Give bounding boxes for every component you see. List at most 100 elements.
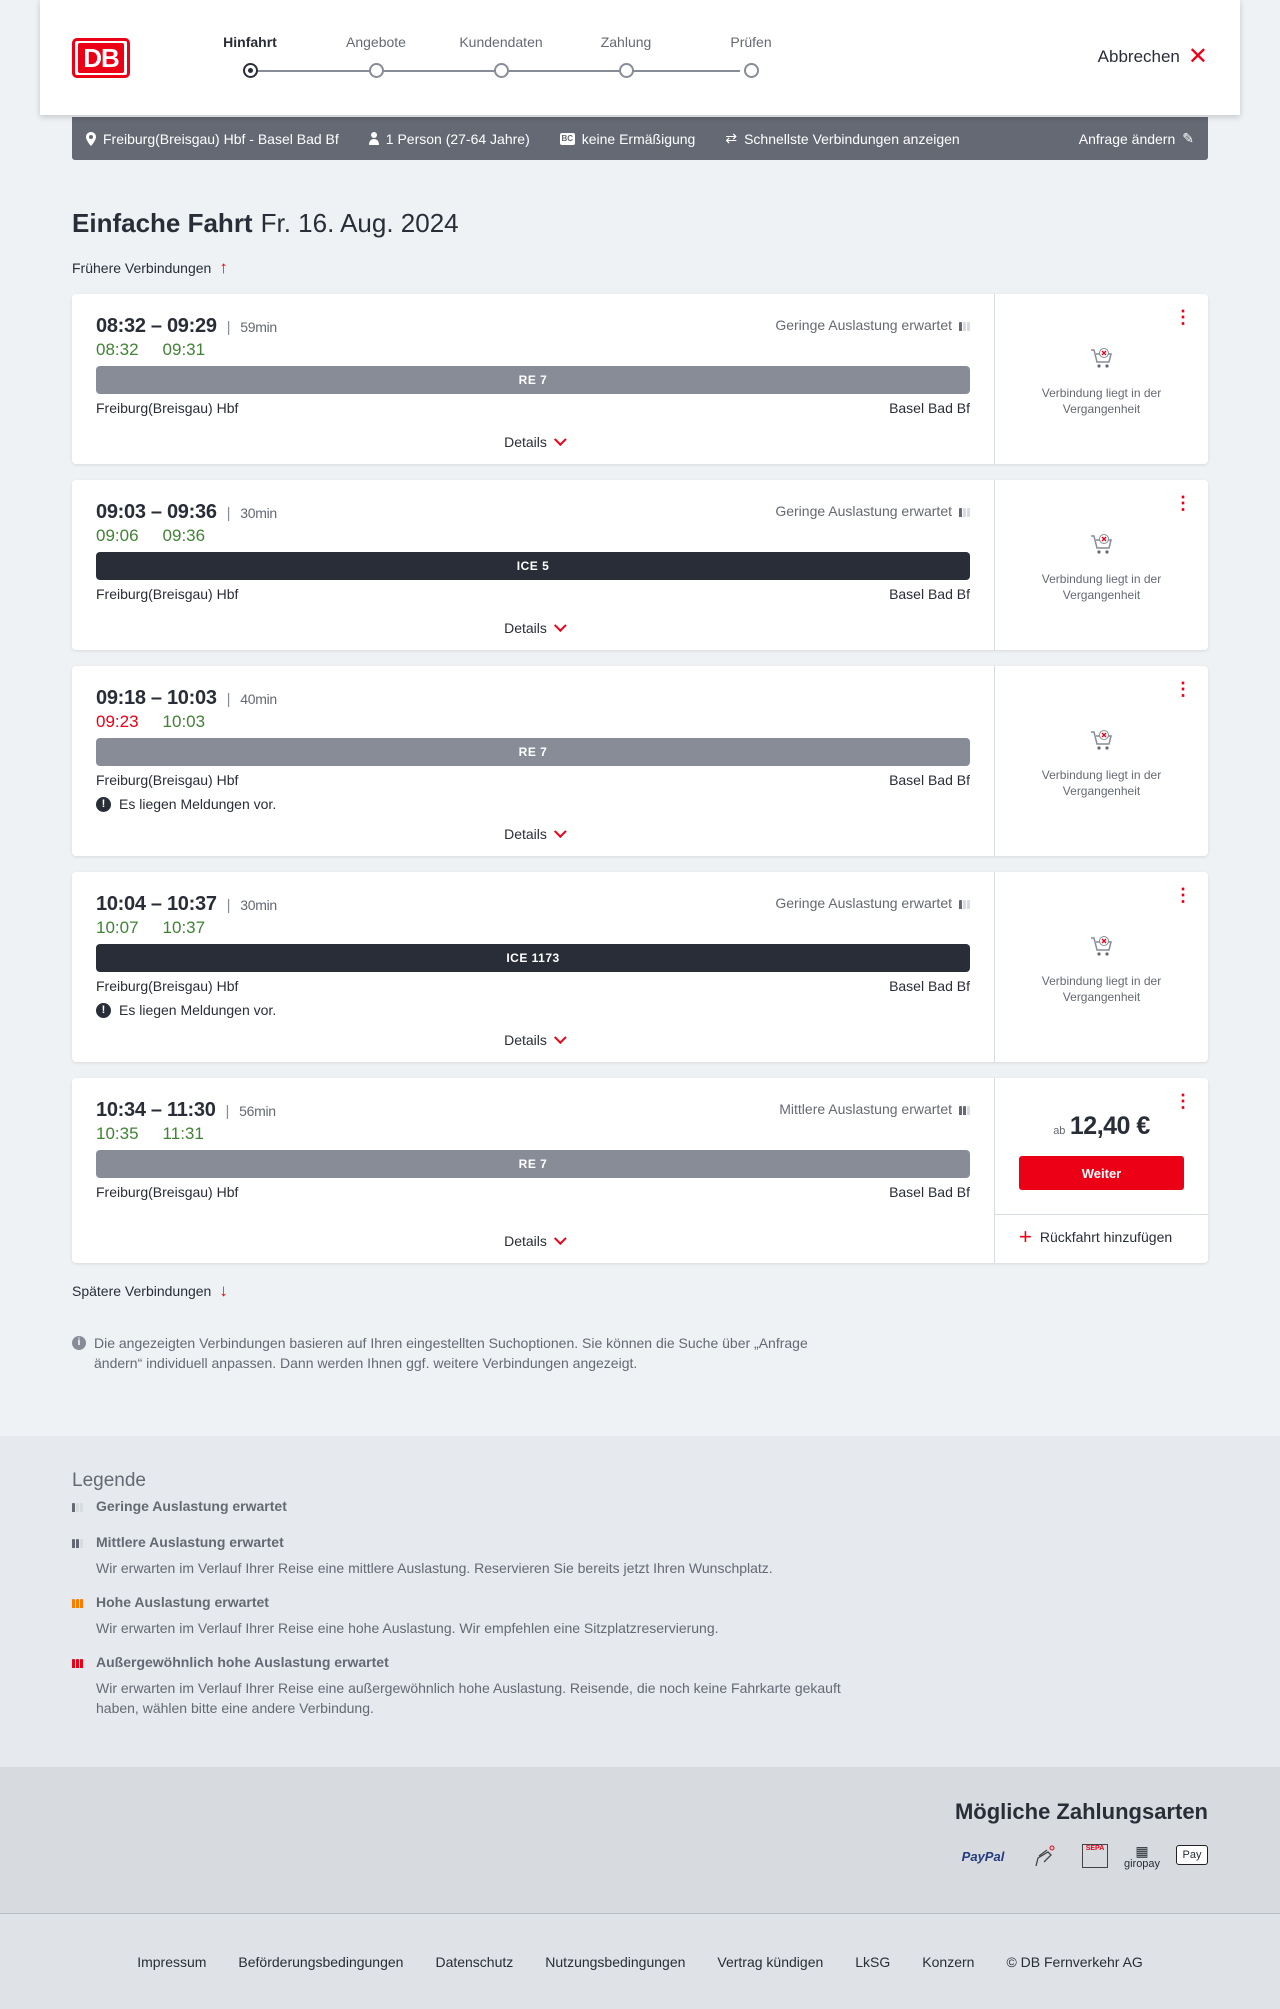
footer-link[interactable]: Impressum xyxy=(137,1953,207,1970)
departure-station: Freiburg(Breisgau) Hbf xyxy=(96,400,239,416)
past-connection-note: Verbindung liegt in der Vergangenheit xyxy=(1041,572,1162,602)
connection-card[interactable]: 10:34 – 11:30 | 56min 10:35 11:31 Mittlere Au… xyxy=(72,1078,1208,1263)
step-dot xyxy=(494,63,509,78)
step-dot xyxy=(744,63,759,78)
train-bar[interactable]: RE 7 xyxy=(96,366,970,394)
more-options-icon[interactable]: ⋮ xyxy=(1174,307,1192,327)
swap-arrows-icon: ⇄ xyxy=(725,130,738,146)
pencil-icon: ✎ xyxy=(1182,130,1194,146)
travel-date: Fr. 16. Aug. 2024 xyxy=(260,208,459,238)
plus-icon: + xyxy=(1019,1224,1032,1249)
cart-unavailable-icon xyxy=(1089,531,1115,557)
step-dot xyxy=(619,63,634,78)
offer-panel: ⋮ Verbindung liegt in der Vergangenheit xyxy=(994,872,1208,1062)
message-notice: ! Es liegen Meldungen vor. xyxy=(96,796,276,812)
arrow-down-icon: ↓ xyxy=(219,1281,228,1300)
planned-times: 08:32 – 09:29 | 59min xyxy=(96,315,277,337)
page-title: Einfache Fahrt Fr. 16. Aug. 2024 xyxy=(72,208,459,238)
chevron-down-icon xyxy=(553,1031,567,1045)
departure-station: Freiburg(Breisgau) Hbf xyxy=(96,978,239,994)
details-toggle[interactable]: Details xyxy=(72,825,994,842)
continue-button[interactable]: Weiter xyxy=(1019,1156,1184,1190)
details-toggle[interactable]: Details xyxy=(72,619,994,636)
footer-link[interactable]: Beförderungsbedingungen xyxy=(238,1953,404,1970)
duration: 30min xyxy=(240,897,277,913)
step-zahlung: Zahlung xyxy=(566,34,686,78)
payment-title: Mögliche Zahlungsarten xyxy=(954,1799,1208,1824)
realtime-times: 10:07 10:37 xyxy=(96,918,206,937)
earlier-connections-button[interactable]: Frühere Verbindungen ↑ xyxy=(72,258,228,277)
change-search-button[interactable]: Anfrage ändern ✎ xyxy=(1078,130,1194,147)
past-connection-note: Verbindung liegt in der Vergangenheit xyxy=(1041,974,1162,1004)
info-note: i Die angezeigten Verbindungen basieren a… xyxy=(72,1333,852,1373)
train-bar[interactable]: RE 7 xyxy=(96,738,970,766)
connection-info: 08:32 – 09:29 | 59min 08:32 09:31 Geringe Aus… xyxy=(72,294,994,464)
legend-item: Außergewöhnlich hohe Auslastung erwartet… xyxy=(72,1654,872,1718)
details-toggle[interactable]: Details xyxy=(72,1232,994,1249)
chevron-down-icon xyxy=(553,1232,567,1246)
cancel-button[interactable]: Abbrechen ✕ xyxy=(1097,43,1208,70)
past-connection-note: Verbindung liegt in der Vergangenheit xyxy=(1041,386,1162,416)
occupancy-icon xyxy=(72,1500,83,1512)
footer: Impressum Beförderungsbedingungen Datensch… xyxy=(0,1913,1280,2009)
more-options-icon[interactable]: ⋮ xyxy=(1174,679,1192,699)
connection-info: 10:04 – 10:37 | 30min 10:07 10:37 Geringe Aus… xyxy=(72,872,994,1062)
details-toggle[interactable]: Details xyxy=(72,1031,994,1048)
occupancy-icon xyxy=(72,1656,83,1668)
occupancy-info: Geringe Auslastung erwartet xyxy=(775,317,970,333)
train-bar[interactable]: RE 7 xyxy=(96,1150,970,1178)
more-options-icon[interactable]: ⋮ xyxy=(1174,885,1192,905)
db-logo[interactable]: DB xyxy=(72,38,130,78)
step-dot xyxy=(369,63,384,78)
cart-unavailable-icon xyxy=(1089,933,1115,959)
progress-stepper: Hinfahrt Angebote Kundendaten Zahlung Pr… xyxy=(170,34,790,84)
details-toggle[interactable]: Details xyxy=(72,433,994,450)
card-payment-icon xyxy=(1032,1841,1058,1871)
header: DB Hinfahrt Angebote Kundendaten Zahlung… xyxy=(40,0,1240,115)
occupancy-info: Geringe Auslastung erwartet xyxy=(775,503,970,519)
realtime-times: 10:35 11:31 xyxy=(96,1124,204,1143)
divider xyxy=(995,1214,1208,1215)
exclamation-icon: ! xyxy=(96,1002,111,1018)
connection-card[interactable]: 10:04 – 10:37 | 30min 10:07 10:37 Geringe Aus… xyxy=(72,872,1208,1062)
more-options-icon[interactable]: ⋮ xyxy=(1174,1091,1192,1111)
legend-section: Legende Geringe Auslastung erwartet Mittl… xyxy=(0,1436,1280,1767)
footer-link[interactable]: LkSG xyxy=(855,1953,891,1970)
message-notice: ! Es liegen Meldungen vor. xyxy=(96,1002,276,1018)
offer-panel: ⋮ Verbindung liegt in der Vergangenheit xyxy=(994,480,1208,650)
occupancy-icon xyxy=(959,1103,970,1115)
arrival-station: Basel Bad Bf xyxy=(889,772,970,788)
exclamation-icon: ! xyxy=(96,796,111,812)
apple-pay-icon: Pay xyxy=(1176,1845,1208,1865)
train-bar[interactable]: ICE 1173 xyxy=(96,944,970,972)
occupancy-icon xyxy=(959,897,970,909)
realtime-times: 08:32 09:31 xyxy=(96,340,206,359)
legend-item: Geringe Auslastung erwartet xyxy=(72,1498,872,1514)
location-pin-icon xyxy=(86,131,96,146)
realtime-times: 09:23 10:03 xyxy=(96,712,206,731)
info-icon: i xyxy=(72,1336,86,1350)
footer-link[interactable]: Vertrag kündigen xyxy=(717,1953,824,1970)
connection-card[interactable]: 09:18 – 10:03 | 40min 09:23 10:03 RE 7 Freibur… xyxy=(72,666,1208,856)
connection-info: 10:34 – 11:30 | 56min 10:35 11:31 Mittlere Au… xyxy=(72,1078,994,1263)
legend-title: Legende xyxy=(72,1470,146,1491)
connection-card[interactable]: 09:03 – 09:36 | 30min 09:06 09:36 Geringe Aus… xyxy=(72,480,1208,650)
sepa-icon: SEPA xyxy=(1082,1844,1108,1868)
later-connections-button[interactable]: Spätere Verbindungen ↓ xyxy=(72,1281,228,1300)
chevron-down-icon xyxy=(553,619,567,633)
footer-link[interactable]: Konzern xyxy=(922,1953,975,1970)
add-return-trip-button[interactable]: + Rückfahrt hinzufügen xyxy=(1019,1224,1173,1249)
connection-card[interactable]: 08:32 – 09:29 | 59min 08:32 09:31 Geringe Aus… xyxy=(72,294,1208,464)
legend-item: Mittlere Auslastung erwartet Wir erwarten… xyxy=(72,1534,872,1578)
occupancy-info: Mittlere Auslastung erwartet xyxy=(779,1101,970,1117)
bahncard-icon: BC xyxy=(559,132,575,145)
train-bar[interactable]: ICE 5 xyxy=(96,552,970,580)
footer-link[interactable]: Datenschutz xyxy=(435,1953,514,1970)
more-options-icon[interactable]: ⋮ xyxy=(1174,493,1192,513)
connection-info: 09:18 – 10:03 | 40min 09:23 10:03 RE 7 Freibur… xyxy=(72,666,994,856)
search-summary-bar: Freiburg(Breisgau) Hbf - Basel Bad Bf 1 … xyxy=(72,117,1208,160)
footer-link[interactable]: © DB Fernverkehr AG xyxy=(1006,1953,1143,1970)
occupancy-icon xyxy=(72,1596,83,1608)
footer-link[interactable]: Nutzungsbedingungen xyxy=(545,1953,686,1970)
departure-station: Freiburg(Breisgau) Hbf xyxy=(96,1184,239,1200)
